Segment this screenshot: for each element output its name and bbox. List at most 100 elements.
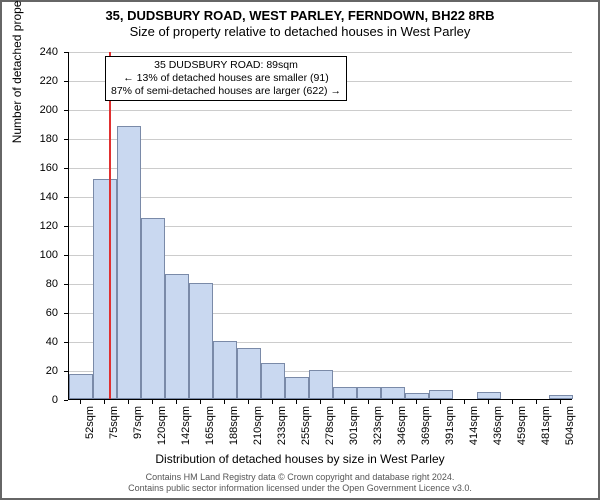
y-tick-label: 80 bbox=[28, 278, 58, 290]
histogram-bar bbox=[141, 218, 165, 399]
x-tick-label: 459sqm bbox=[516, 406, 528, 456]
x-tick-label: 188sqm bbox=[228, 406, 240, 456]
footer: Contains HM Land Registry data © Crown c… bbox=[2, 472, 598, 494]
y-tick-label: 60 bbox=[28, 307, 58, 319]
title-line-2: Size of property relative to detached ho… bbox=[2, 24, 598, 40]
x-tick-label: 120sqm bbox=[156, 406, 168, 456]
x-tick bbox=[344, 400, 345, 404]
histogram-bar bbox=[213, 341, 237, 399]
y-tick-label: 160 bbox=[28, 162, 58, 174]
y-tick bbox=[64, 371, 68, 372]
x-tick bbox=[272, 400, 273, 404]
y-tick bbox=[64, 226, 68, 227]
x-tick-label: 504sqm bbox=[564, 406, 576, 456]
footer-line-1: Contains HM Land Registry data © Crown c… bbox=[2, 472, 598, 483]
y-tick-label: 40 bbox=[28, 336, 58, 348]
x-tick bbox=[464, 400, 465, 404]
x-tick-label: 210sqm bbox=[252, 406, 264, 456]
x-tick bbox=[296, 400, 297, 404]
annotation-line-3: 87% of semi-detached houses are larger (… bbox=[111, 85, 341, 98]
x-tick bbox=[488, 400, 489, 404]
annotation-line-2: ← 13% of detached houses are smaller (91… bbox=[111, 72, 341, 85]
x-tick-label: 323sqm bbox=[372, 406, 384, 456]
title-line-1: 35, DUDSBURY ROAD, WEST PARLEY, FERNDOWN… bbox=[2, 8, 598, 24]
x-axis-label: Distribution of detached houses by size … bbox=[2, 452, 598, 466]
y-tick bbox=[64, 52, 68, 53]
x-tick-label: 75sqm bbox=[108, 406, 120, 456]
x-tick-label: 481sqm bbox=[540, 406, 552, 456]
histogram-bar bbox=[117, 126, 141, 399]
x-tick-label: 391sqm bbox=[444, 406, 456, 456]
x-tick bbox=[176, 400, 177, 404]
x-tick bbox=[368, 400, 369, 404]
y-tick-label: 200 bbox=[28, 104, 58, 116]
histogram-bar bbox=[237, 348, 261, 399]
y-tick-label: 0 bbox=[28, 394, 58, 406]
x-tick-label: 52sqm bbox=[84, 406, 96, 456]
x-tick-label: 436sqm bbox=[492, 406, 504, 456]
x-tick bbox=[512, 400, 513, 404]
x-tick bbox=[200, 400, 201, 404]
gridline bbox=[69, 110, 572, 111]
y-tick bbox=[64, 168, 68, 169]
x-tick-label: 301sqm bbox=[348, 406, 360, 456]
annotation-line-1: 35 DUDSBURY ROAD: 89sqm bbox=[111, 59, 341, 72]
histogram-bar bbox=[357, 387, 381, 399]
marker-line bbox=[109, 52, 111, 399]
gridline bbox=[69, 139, 572, 140]
annotation-box: 35 DUDSBURY ROAD: 89sqm ← 13% of detache… bbox=[105, 56, 347, 101]
histogram-bar bbox=[285, 377, 309, 399]
x-tick-label: 278sqm bbox=[324, 406, 336, 456]
histogram-bar bbox=[93, 179, 117, 399]
x-tick bbox=[536, 400, 537, 404]
x-tick-label: 346sqm bbox=[396, 406, 408, 456]
x-tick bbox=[440, 400, 441, 404]
x-tick bbox=[80, 400, 81, 404]
y-tick bbox=[64, 81, 68, 82]
chart-title: 35, DUDSBURY ROAD, WEST PARLEY, FERNDOWN… bbox=[2, 2, 598, 41]
y-tick bbox=[64, 110, 68, 111]
plot-area: 35 DUDSBURY ROAD: 89sqm ← 13% of detache… bbox=[68, 52, 572, 400]
y-tick-label: 20 bbox=[28, 365, 58, 377]
y-tick bbox=[64, 342, 68, 343]
x-tick-label: 165sqm bbox=[204, 406, 216, 456]
gridline bbox=[69, 52, 572, 53]
chart-container: 35, DUDSBURY ROAD, WEST PARLEY, FERNDOWN… bbox=[0, 0, 600, 500]
y-tick bbox=[64, 400, 68, 401]
histogram-bar bbox=[381, 387, 405, 399]
x-tick bbox=[248, 400, 249, 404]
y-tick-label: 180 bbox=[28, 133, 58, 145]
x-tick bbox=[224, 400, 225, 404]
gridline bbox=[69, 197, 572, 198]
x-tick bbox=[560, 400, 561, 404]
x-tick-label: 142sqm bbox=[180, 406, 192, 456]
y-tick-label: 120 bbox=[28, 220, 58, 232]
x-tick-label: 97sqm bbox=[132, 406, 144, 456]
x-tick bbox=[128, 400, 129, 404]
x-tick bbox=[152, 400, 153, 404]
x-tick bbox=[416, 400, 417, 404]
y-tick bbox=[64, 255, 68, 256]
histogram-bar bbox=[429, 390, 453, 399]
y-tick-label: 140 bbox=[28, 191, 58, 203]
histogram-bar bbox=[477, 392, 501, 399]
y-axis-label: Number of detached properties bbox=[10, 0, 24, 143]
histogram-bar bbox=[165, 274, 189, 399]
y-tick bbox=[64, 284, 68, 285]
histogram-bar bbox=[405, 393, 429, 399]
y-tick-label: 100 bbox=[28, 249, 58, 261]
x-tick-label: 255sqm bbox=[300, 406, 312, 456]
y-tick-label: 220 bbox=[28, 75, 58, 87]
y-tick bbox=[64, 139, 68, 140]
x-tick-label: 369sqm bbox=[420, 406, 432, 456]
x-tick-label: 414sqm bbox=[468, 406, 480, 456]
y-tick bbox=[64, 313, 68, 314]
histogram-bar bbox=[69, 374, 93, 399]
y-tick bbox=[64, 197, 68, 198]
histogram-bar bbox=[333, 387, 357, 399]
y-tick-label: 240 bbox=[28, 46, 58, 58]
footer-line-2: Contains public sector information licen… bbox=[2, 483, 598, 494]
histogram-bar bbox=[309, 370, 333, 399]
x-tick bbox=[104, 400, 105, 404]
x-tick-label: 233sqm bbox=[276, 406, 288, 456]
